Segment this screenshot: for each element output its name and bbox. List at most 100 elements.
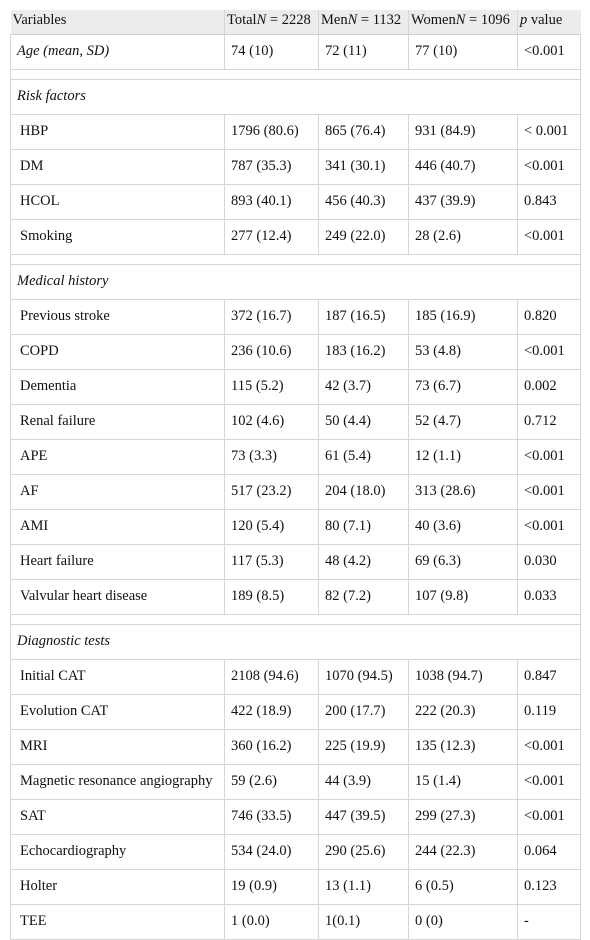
row-pvalue: <0.001 xyxy=(517,334,581,370)
table-header: Variables TotalN = 2228 MenN = 1132 Wome… xyxy=(10,10,581,35)
spacer-row xyxy=(10,614,581,625)
row-women: 931 (84.9) xyxy=(408,114,518,150)
row-men: 290 (25.6) xyxy=(318,834,409,870)
row-pvalue: <0.001 xyxy=(517,799,581,835)
section-title: Risk factors xyxy=(10,79,581,115)
table-body: Age (mean, SD) 74 (10) 72 (11) 77 (10) <… xyxy=(10,34,581,940)
table-row: Renal failure 102 (4.6) 50 (4.4) 52 (4.7) 0.… xyxy=(10,404,581,440)
row-label: Magnetic resonance angiography xyxy=(10,764,225,800)
row-men: 447 (39.5) xyxy=(318,799,409,835)
table-row: APE 73 (3.3) 61 (5.4) 12 (1.1) <0.001 xyxy=(10,439,581,475)
row-total: 746 (33.5) xyxy=(224,799,319,835)
header-variables: Variables xyxy=(10,10,225,35)
row-women: 52 (4.7) xyxy=(408,404,518,440)
row-label: SAT xyxy=(10,799,225,835)
row-women: 6 (0.5) xyxy=(408,869,518,905)
table-row: Holter 19 (0.9) 13 (1.1) 6 (0.5) 0.123 xyxy=(10,869,581,905)
row-label: Heart failure xyxy=(10,544,225,580)
spacer-cell xyxy=(10,614,581,625)
row-women: 244 (22.3) xyxy=(408,834,518,870)
row-men: 80 (7.1) xyxy=(318,509,409,545)
header-row: Variables TotalN = 2228 MenN = 1132 Wome… xyxy=(10,10,581,35)
header-total-pre: Total xyxy=(227,12,257,28)
header-women-post: = 1096 xyxy=(465,12,510,28)
table-row: AF 517 (23.2) 204 (18.0) 313 (28.6) <0.001 xyxy=(10,474,581,510)
row-total: 59 (2.6) xyxy=(224,764,319,800)
row-total: 893 (40.1) xyxy=(224,184,319,220)
row-pvalue: < 0.001 xyxy=(517,114,581,150)
header-pvalue-post: value xyxy=(527,12,563,28)
row-men: 13 (1.1) xyxy=(318,869,409,905)
row-men: 204 (18.0) xyxy=(318,474,409,510)
row-pvalue: <0.001 xyxy=(517,729,581,765)
row-total: 117 (5.3) xyxy=(224,544,319,580)
row-label: MRI xyxy=(10,729,225,765)
age-men: 72 (11) xyxy=(318,34,409,70)
row-total: 115 (5.2) xyxy=(224,369,319,405)
table-row: TEE 1 (0.0) 1(0.1) 0 (0) - xyxy=(10,904,581,940)
row-women: 53 (4.8) xyxy=(408,334,518,370)
row-total: 372 (16.7) xyxy=(224,299,319,335)
header-men-post: = 1132 xyxy=(357,12,402,28)
row-pvalue: 0.847 xyxy=(517,659,581,695)
row-label: Holter xyxy=(10,869,225,905)
row-total: 517 (23.2) xyxy=(224,474,319,510)
section-row: Diagnostic tests xyxy=(10,624,581,660)
table-row: AMI 120 (5.4) 80 (7.1) 40 (3.6) <0.001 xyxy=(10,509,581,545)
header-women-pre: Women xyxy=(411,12,456,28)
row-pvalue: <0.001 xyxy=(517,439,581,475)
row-label: Evolution CAT xyxy=(10,694,225,730)
row-men: 865 (76.4) xyxy=(318,114,409,150)
row-total: 73 (3.3) xyxy=(224,439,319,475)
header-men-n: N xyxy=(347,12,358,28)
row-label: AF xyxy=(10,474,225,510)
row-pvalue: 0.123 xyxy=(517,869,581,905)
row-men: 44 (3.9) xyxy=(318,764,409,800)
row-total: 422 (18.9) xyxy=(224,694,319,730)
row-women: 28 (2.6) xyxy=(408,219,518,255)
row-pvalue: 0.002 xyxy=(517,369,581,405)
row-men: 1(0.1) xyxy=(318,904,409,940)
section-title: Medical history xyxy=(10,264,581,300)
row-total: 1 (0.0) xyxy=(224,904,319,940)
row-pvalue: <0.001 xyxy=(517,509,581,545)
section-title: Diagnostic tests xyxy=(10,624,581,660)
row-total: 102 (4.6) xyxy=(224,404,319,440)
row-women: 0 (0) xyxy=(408,904,518,940)
table-row: MRI 360 (16.2) 225 (19.9) 135 (12.3) <0.001 xyxy=(10,729,581,765)
age-women: 77 (10) xyxy=(408,34,518,70)
row-men: 82 (7.2) xyxy=(318,579,409,615)
row-label: Dementia xyxy=(10,369,225,405)
age-label: Age (mean, SD) xyxy=(10,34,225,70)
table-row: COPD 236 (10.6) 183 (16.2) 53 (4.8) <0.001 xyxy=(10,334,581,370)
spacer-row xyxy=(10,254,581,265)
row-women: 73 (6.7) xyxy=(408,369,518,405)
spacer-cell xyxy=(10,254,581,265)
row-men: 187 (16.5) xyxy=(318,299,409,335)
age-pvalue: <0.001 xyxy=(517,34,581,70)
row-women: 222 (20.3) xyxy=(408,694,518,730)
row-pvalue: - xyxy=(517,904,581,940)
row-label: Renal failure xyxy=(10,404,225,440)
header-men: MenN = 1132 xyxy=(318,10,409,35)
row-men: 225 (19.9) xyxy=(318,729,409,765)
table-row: Heart failure 117 (5.3) 48 (4.2) 69 (6.3) 0.… xyxy=(10,544,581,580)
row-label: Smoking xyxy=(10,219,225,255)
table-row: Dementia 115 (5.2) 42 (3.7) 73 (6.7) 0.002 xyxy=(10,369,581,405)
row-pvalue: 0.712 xyxy=(517,404,581,440)
row-label: Echocardiography xyxy=(10,834,225,870)
table-row: Valvular heart disease 189 (8.5) 82 (7.2) 1… xyxy=(10,579,581,615)
table-row: Echocardiography 534 (24.0) 290 (25.6) 244 … xyxy=(10,834,581,870)
row-label: AMI xyxy=(10,509,225,545)
section-row: Risk factors xyxy=(10,79,581,115)
row-women: 12 (1.1) xyxy=(408,439,518,475)
row-label: DM xyxy=(10,149,225,185)
table-row: Magnetic resonance angiography 59 (2.6) 44… xyxy=(10,764,581,800)
row-pvalue: 0.030 xyxy=(517,544,581,580)
row-pvalue: 0.843 xyxy=(517,184,581,220)
patient-characteristics-table: Variables TotalN = 2228 MenN = 1132 Wome… xyxy=(10,10,581,940)
table-row: Smoking 277 (12.4) 249 (22.0) 28 (2.6) <0.00… xyxy=(10,219,581,255)
row-women: 437 (39.9) xyxy=(408,184,518,220)
row-men: 50 (4.4) xyxy=(318,404,409,440)
row-total: 120 (5.4) xyxy=(224,509,319,545)
